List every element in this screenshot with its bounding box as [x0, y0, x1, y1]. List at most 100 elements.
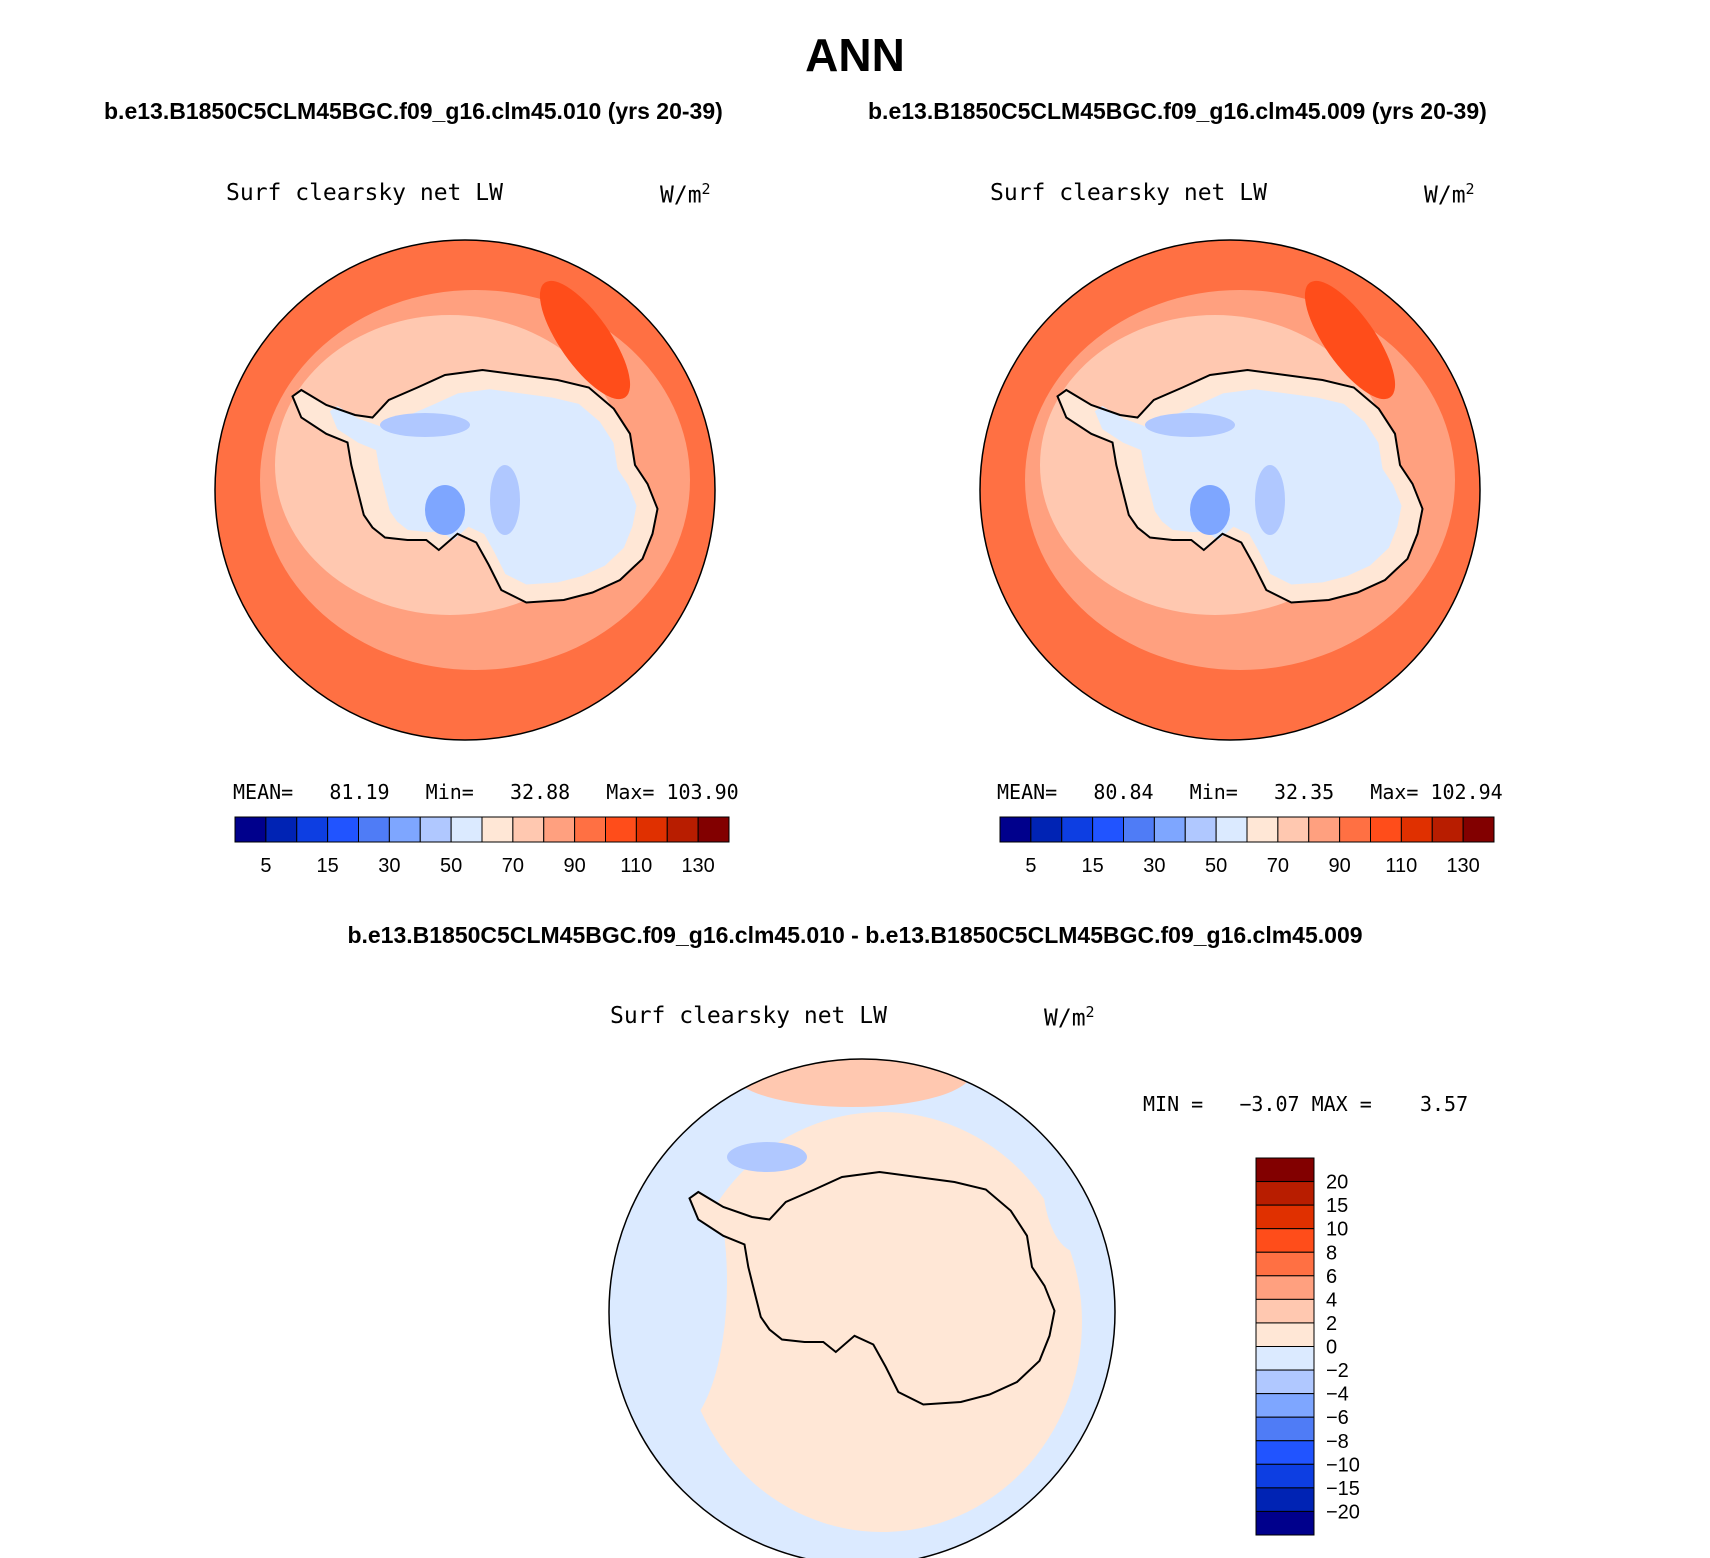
interior-low-1: [1145, 413, 1235, 437]
colorbar-swatch: [1462, 816, 1495, 843]
colorbar-swatch: [697, 816, 730, 843]
colorbar-swatch: [327, 816, 359, 843]
colorbar-swatch: [999, 816, 1032, 843]
panel-3-units: W/m2: [1044, 1003, 1095, 1032]
colorbar-panel-2: 5 15 30 50 70 90 110 130: [999, 816, 1495, 877]
colorbar-swatch: [296, 816, 329, 843]
colorbar-swatch: [1255, 1346, 1315, 1371]
colorbar-tick-label: 10: [1326, 1219, 1348, 1241]
interior-low-2: [490, 465, 520, 535]
colorbar-swatch: [1255, 1440, 1315, 1465]
colorbar-swatch: [388, 816, 421, 843]
colorbar-swatch: [1255, 1251, 1315, 1277]
colorbar-tick-label: −15: [1326, 1478, 1360, 1500]
panel-1-variable: Surf clearsky net LW: [226, 180, 503, 206]
colorbar-swatch: [265, 816, 298, 843]
interior-low-2: [1255, 465, 1285, 535]
colorbar-swatch: [1215, 816, 1248, 843]
colorbar-tick-label: 15: [1082, 855, 1104, 877]
map-panel-2-border: [979, 239, 1481, 741]
colorbar-swatch: [1061, 816, 1094, 843]
colorbar-swatch: [1255, 1416, 1315, 1442]
colorbar-swatch: [234, 816, 267, 843]
colorbar-tick-label: 50: [1205, 855, 1227, 877]
colorbar-tick-label: 130: [681, 855, 714, 877]
diff-low-patch: [727, 1142, 807, 1172]
coastline: [688, 1170, 1056, 1406]
colorbar-swatch: [605, 816, 637, 843]
colorbar-tick-label: 6: [1326, 1266, 1337, 1288]
colorbar-swatch: [1255, 1510, 1315, 1536]
coastline: [291, 368, 659, 604]
diff-negative-east: [1042, 1092, 1112, 1252]
panel-3-stats: MIN = −3.07 MAX = 3.57: [1143, 1092, 1469, 1116]
panel-2-stats: MEAN= 80.84 Min= 32.35 Max= 102.94: [997, 780, 1503, 804]
diff-negative-west: [617, 1132, 727, 1432]
colorbar-tick-label: 70: [1267, 855, 1289, 877]
panel-2-units: W/m2: [1424, 180, 1475, 209]
colorbar-tick-label: 110: [620, 855, 652, 877]
colorbar-swatch: [450, 816, 483, 843]
colorbar-tick-label: 70: [502, 855, 524, 877]
colorbar-swatch: [1153, 816, 1186, 843]
colorbar-swatch: [1246, 816, 1279, 843]
colorbar-tick-label: 30: [378, 855, 400, 877]
map-panel-2: [980, 240, 1480, 740]
colorbar-swatch: [574, 816, 606, 843]
colorbar-swatch: [1255, 1181, 1315, 1206]
colorbar-swatch: [481, 816, 514, 843]
colorbar-tick-label: −4: [1326, 1384, 1349, 1406]
colorbar-tick-label: 5: [260, 855, 271, 877]
interior-low-1: [380, 413, 470, 437]
colorbar-swatch: [1255, 1393, 1315, 1418]
colorbar-swatch: [1431, 816, 1464, 843]
colorbar-tick-label: 90: [1329, 855, 1351, 877]
colorbar-panel-1: 5 15 30 50 70 90 110 130: [234, 816, 730, 877]
interior-low-3: [1190, 485, 1230, 535]
warm-anomaly: [1304, 280, 1396, 400]
colorbar-tick-label: 15: [1326, 1195, 1348, 1217]
colorbar-swatch: [1339, 816, 1371, 843]
colorbar-swatch: [1308, 816, 1341, 843]
page-title: ANN: [805, 29, 905, 81]
colorbar-swatch: [1123, 816, 1155, 843]
colorbar-swatch: [1370, 816, 1402, 843]
colorbar-swatch: [635, 816, 668, 843]
colorbar-tick-label: 20: [1326, 1172, 1348, 1194]
diff-positive-north: [732, 1059, 972, 1107]
warm-anomaly: [539, 280, 631, 400]
colorbar-tick-label: 2: [1326, 1313, 1337, 1335]
interior-low-3: [425, 485, 465, 535]
colorbar-swatch: [543, 816, 576, 843]
colorbar-swatch: [1255, 1204, 1315, 1230]
colorbar-tick-label: −6: [1326, 1407, 1349, 1429]
case-title-left: b.e13.B1850C5CLM45BGC.f09_g16.clm45.010 …: [104, 98, 723, 124]
panel-1-units: W/m2: [660, 180, 711, 209]
colorbar-swatch: [1277, 816, 1310, 843]
colorbar-tick-label: −2: [1326, 1360, 1349, 1382]
map-panel-1-border: [214, 239, 716, 741]
colorbar-swatch: [419, 816, 452, 843]
colorbar-tick-label: 50: [440, 855, 462, 877]
difference-title: b.e13.B1850C5CLM45BGC.f09_g16.clm45.010 …: [347, 922, 1363, 948]
colorbar-tick-label: −8: [1326, 1431, 1349, 1453]
colorbar-swatch: [1092, 816, 1124, 843]
map-panel-difference-border: [608, 1058, 1116, 1558]
coastline: [1056, 368, 1424, 604]
colorbar-swatch: [1255, 1228, 1315, 1253]
colorbar-swatch: [1255, 1298, 1315, 1324]
colorbar-tick-label: 8: [1326, 1242, 1337, 1264]
colorbar-swatch: [1255, 1487, 1315, 1512]
colorbar-tick-label: 15: [317, 855, 339, 877]
case-title-right: b.e13.B1850C5CLM45BGC.f09_g16.clm45.009 …: [868, 98, 1487, 124]
colorbar-swatch: [666, 816, 699, 843]
colorbar-tick-label: 130: [1446, 855, 1479, 877]
colorbar-swatch: [1400, 816, 1433, 843]
colorbar-tick-label: 4: [1326, 1289, 1337, 1311]
colorbar-swatch: [1255, 1322, 1315, 1347]
colorbar-tick-label: 30: [1143, 855, 1165, 877]
map-panel-1: [215, 240, 715, 740]
colorbar-swatch: [358, 816, 390, 843]
